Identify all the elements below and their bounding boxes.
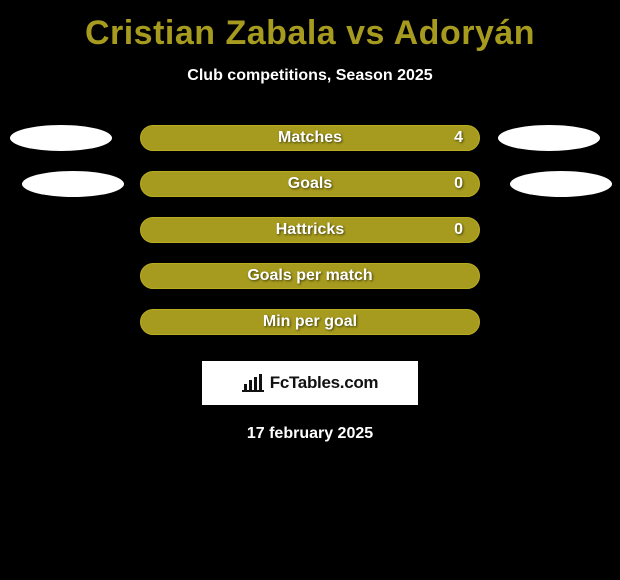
player-ellipse-left: [10, 125, 112, 151]
brand-text: FcTables.com: [270, 373, 379, 393]
stat-bar: Goals 0: [140, 171, 480, 197]
bar-chart-icon: [242, 374, 264, 392]
stat-value: 0: [454, 221, 463, 239]
stat-row: Matches 4: [0, 125, 620, 151]
brand-logo-box: FcTables.com: [202, 361, 418, 405]
stat-label: Matches: [278, 129, 342, 147]
stat-label: Hattricks: [276, 221, 344, 239]
stat-row: Min per goal: [0, 309, 620, 335]
stat-bar: Hattricks 0: [140, 217, 480, 243]
player-ellipse-right: [510, 171, 612, 197]
stat-row: Goals 0: [0, 171, 620, 197]
stat-label: Goals: [288, 175, 332, 193]
page-title: Cristian Zabala vs Adoryán: [0, 0, 620, 53]
stat-bar: Goals per match: [140, 263, 480, 289]
stat-value: 4: [454, 129, 463, 147]
stat-bar: Matches 4: [140, 125, 480, 151]
footer-date: 17 february 2025: [0, 425, 620, 443]
stat-rows: Matches 4 Goals 0 Hattricks 0 Goals per match M…: [0, 125, 620, 335]
player-ellipse-left: [22, 171, 124, 197]
stat-value: 0: [454, 175, 463, 193]
stat-bar: Min per goal: [140, 309, 480, 335]
stat-row: Hattricks 0: [0, 217, 620, 243]
stat-label: Min per goal: [263, 313, 357, 331]
player-ellipse-right: [498, 125, 600, 151]
subtitle: Club competitions, Season 2025: [0, 67, 620, 85]
stat-row: Goals per match: [0, 263, 620, 289]
stat-label: Goals per match: [247, 267, 372, 285]
